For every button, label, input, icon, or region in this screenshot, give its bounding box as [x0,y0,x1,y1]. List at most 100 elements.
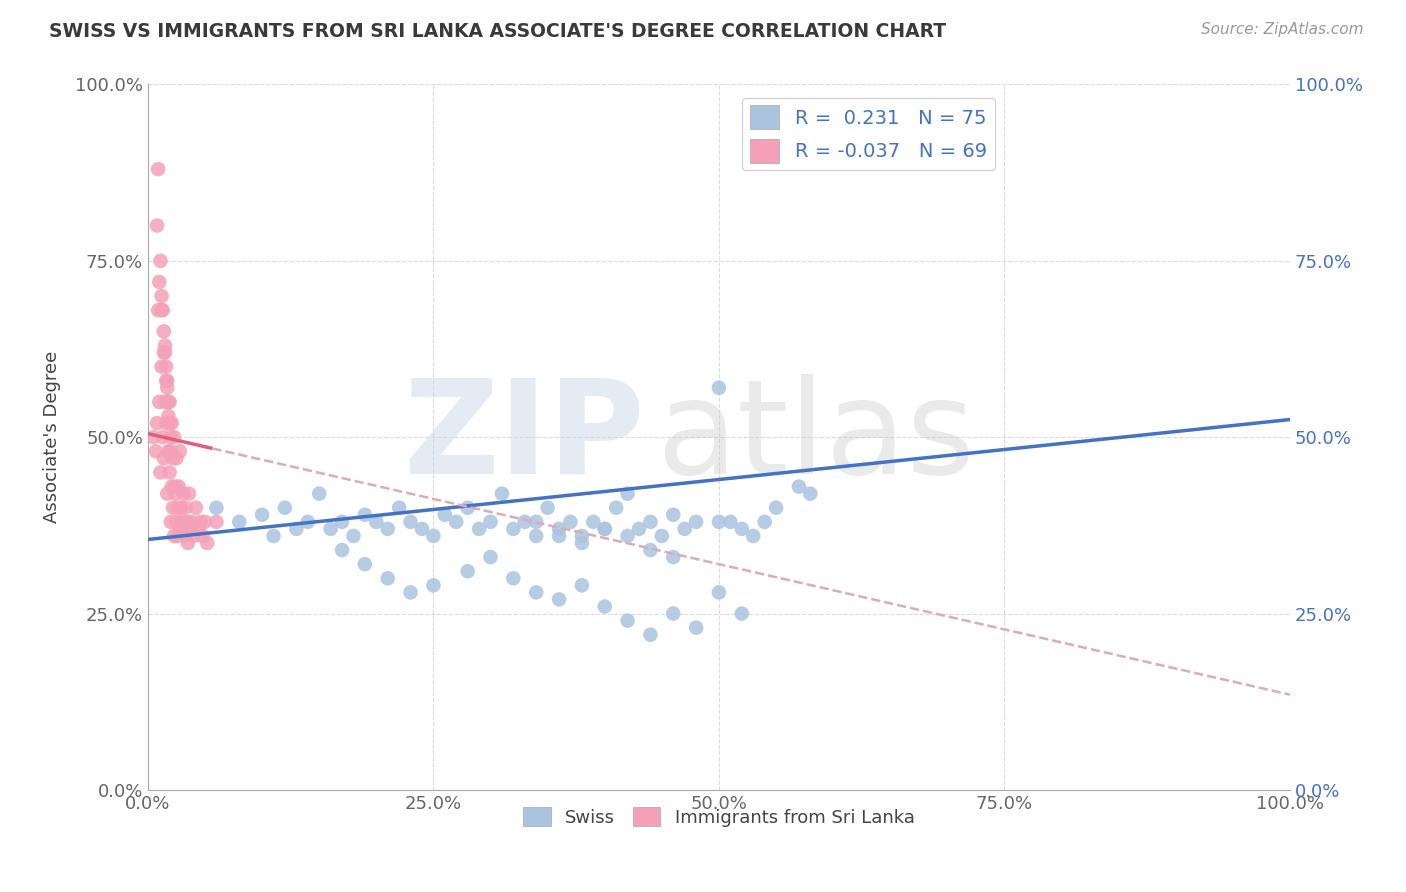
Point [330,543,353,558]
Point [250,508,273,522]
Point [388,500,411,515]
Point [169,522,191,536]
Point [411,522,433,536]
Point [319,522,342,536]
Point [707,381,730,395]
Point [160,416,183,430]
Point [524,585,547,599]
Point [274,500,297,515]
Point [536,500,558,515]
Point [571,529,593,543]
Point [297,515,319,529]
Point [159,466,181,480]
Point [157,395,180,409]
Point [187,522,209,536]
Point [155,374,177,388]
Point [524,529,547,543]
Point [731,607,754,621]
Point [165,486,187,500]
Point [616,614,638,628]
Point [153,451,176,466]
Point [177,486,200,500]
Point [172,486,194,500]
Point [491,486,513,500]
Point [593,522,616,536]
Point [731,522,754,536]
Point [152,303,174,318]
Point [377,571,399,585]
Point [194,515,217,529]
Point [162,500,184,515]
Point [560,515,582,529]
Point [707,515,730,529]
Point [163,529,186,543]
Point [183,529,205,543]
Point [157,444,180,458]
Point [354,557,377,571]
Y-axis label: Associate's Degree: Associate's Degree [44,351,60,524]
Point [163,430,186,444]
Point [342,529,364,543]
Point [165,451,187,466]
Point [605,500,627,515]
Point [170,500,193,515]
Point [148,395,170,409]
Point [571,578,593,592]
Point [153,345,176,359]
Point [177,536,200,550]
Point [145,444,167,458]
Point [582,515,605,529]
Point [718,515,741,529]
Point [155,359,177,374]
Point [156,374,179,388]
Point [179,522,201,536]
Point [354,508,377,522]
Point [616,529,638,543]
Point [502,522,524,536]
Text: ZIP: ZIP [404,374,645,500]
Point [399,585,422,599]
Point [190,515,212,529]
Point [173,529,195,543]
Point [184,500,207,515]
Point [157,409,180,423]
Point [153,324,176,338]
Point [673,522,696,536]
Point [159,444,181,458]
Point [159,416,181,430]
Point [263,529,285,543]
Point [707,585,730,599]
Point [146,303,169,318]
Point [165,479,187,493]
Point [685,621,707,635]
Point [422,578,444,592]
Point [513,515,536,529]
Text: atlas: atlas [657,374,976,500]
Point [150,303,173,318]
Point [228,515,250,529]
Point [285,522,308,536]
Point [142,430,165,444]
Point [377,522,399,536]
Point [153,395,176,409]
Point [571,536,593,550]
Point [548,529,571,543]
Point [662,508,685,522]
Point [146,219,169,233]
Point [162,451,184,466]
Point [548,522,571,536]
Point [422,529,444,543]
Point [195,536,218,550]
Point [174,500,197,515]
Point [148,275,170,289]
Point [205,515,228,529]
Point [166,500,188,515]
Point [153,345,176,359]
Point [479,515,502,529]
Point [169,444,191,458]
Point [787,479,810,493]
Point [146,416,169,430]
Point [159,395,181,409]
Point [457,564,479,578]
Point [457,500,479,515]
